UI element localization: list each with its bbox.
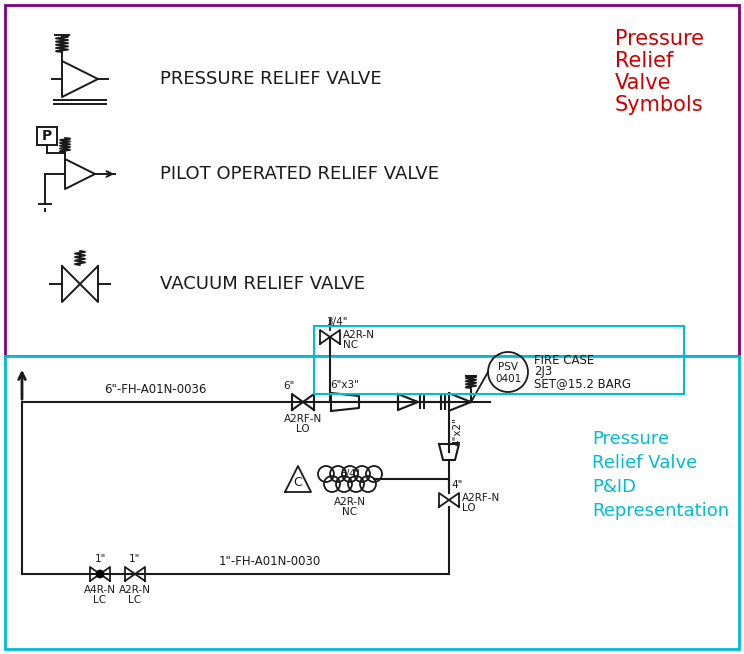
- Text: 3/4": 3/4": [326, 317, 347, 327]
- Text: A2R-N: A2R-N: [334, 497, 366, 507]
- Text: NC: NC: [343, 340, 358, 350]
- Circle shape: [97, 570, 103, 577]
- Text: Relief Valve: Relief Valve: [592, 454, 697, 472]
- Text: Pressure: Pressure: [615, 29, 704, 49]
- Text: Representation: Representation: [592, 502, 729, 520]
- Text: NC: NC: [342, 507, 358, 517]
- Text: LC: LC: [129, 595, 141, 605]
- Text: P&ID: P&ID: [592, 478, 636, 496]
- Bar: [5, 356, 739, 649]
- Text: 0401: 0401: [495, 374, 521, 384]
- Text: 4": 4": [451, 480, 462, 490]
- Text: A2R-N: A2R-N: [119, 585, 151, 595]
- Text: C: C: [294, 477, 302, 489]
- Text: 6"-FH-A01N-0036: 6"-FH-A01N-0036: [104, 383, 206, 396]
- Text: 1"-FH-A01N-0030: 1"-FH-A01N-0030: [219, 555, 321, 568]
- Text: A2R-N: A2R-N: [343, 330, 375, 340]
- Text: Valve: Valve: [615, 73, 672, 93]
- Text: 6": 6": [283, 381, 295, 391]
- Text: A4R-N: A4R-N: [84, 585, 116, 595]
- Text: 6"x3": 6"x3": [330, 380, 359, 390]
- Text: VACUUM RELIEF VALVE: VACUUM RELIEF VALVE: [160, 275, 365, 293]
- Text: A2RF-N: A2RF-N: [462, 493, 500, 503]
- Text: Symbols: Symbols: [615, 95, 704, 115]
- Text: 2J3: 2J3: [534, 366, 552, 379]
- Text: 3/4": 3/4": [340, 469, 360, 479]
- Bar: [5, 5, 739, 356]
- Text: 1": 1": [129, 554, 141, 564]
- Text: SET@15.2 BARG: SET@15.2 BARG: [534, 377, 631, 390]
- Bar: [37, 127, 57, 145]
- Text: 1": 1": [94, 554, 106, 564]
- Text: LO: LO: [296, 424, 310, 434]
- Text: PRESSURE RELIEF VALVE: PRESSURE RELIEF VALVE: [160, 70, 382, 88]
- Text: PSV: PSV: [498, 362, 518, 372]
- Text: LC: LC: [94, 595, 106, 605]
- Text: LO: LO: [462, 503, 475, 513]
- Text: 4"x2": 4"x2": [452, 417, 462, 447]
- Text: P: P: [42, 129, 52, 143]
- Text: A2RF-N: A2RF-N: [284, 414, 322, 424]
- Text: Relief: Relief: [615, 51, 673, 71]
- Text: FIRE CASE: FIRE CASE: [534, 354, 594, 366]
- Text: PILOT OPERATED RELIEF VALVE: PILOT OPERATED RELIEF VALVE: [160, 165, 439, 183]
- Bar: [314, 326, 684, 394]
- Text: Pressure: Pressure: [592, 430, 669, 448]
